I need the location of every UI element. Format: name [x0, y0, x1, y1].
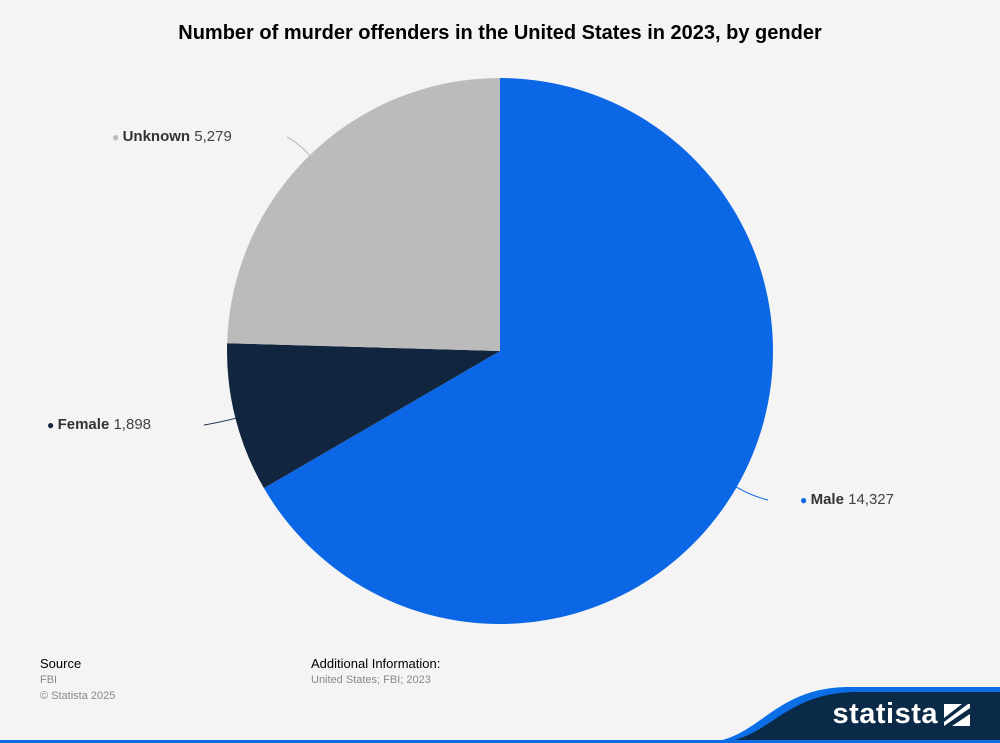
data-label-unknown: ● Unknown 5,279 [112, 128, 232, 145]
pie-chart: ● Male 14,327 ● Female 1,898 ● Unknown 5,2… [47, 78, 894, 624]
pie-slice-male[interactable] [263, 78, 773, 624]
source-value: FBI [40, 674, 58, 686]
source-block: Source FBI © Statista 2025 [40, 656, 115, 704]
statista-logo-icon [944, 704, 970, 726]
additional-info-value: United States; FBI; 2023 [311, 674, 431, 686]
chart-title: Number of murder offenders in the United… [178, 22, 822, 44]
pie-slice-female[interactable] [227, 343, 500, 489]
leader-line-female [203, 417, 236, 426]
pie-slice-unknown[interactable] [227, 78, 501, 351]
additional-info-block: Additional Information: United States; F… [311, 656, 440, 688]
brand-banner [700, 687, 1000, 743]
additional-info-label: Additional Information: [311, 656, 441, 671]
leader-line-male [736, 486, 769, 501]
copyright: © Statista 2025 [40, 690, 116, 702]
leader-line-unknown [286, 136, 311, 156]
bottom-accent-line [0, 740, 1000, 743]
data-label-female: ● Female 1,898 [47, 416, 151, 433]
data-label-male: ● Male 14,327 [800, 491, 894, 508]
source-label: Source [40, 656, 82, 671]
statista-logo[interactable]: statista [832, 698, 938, 730]
